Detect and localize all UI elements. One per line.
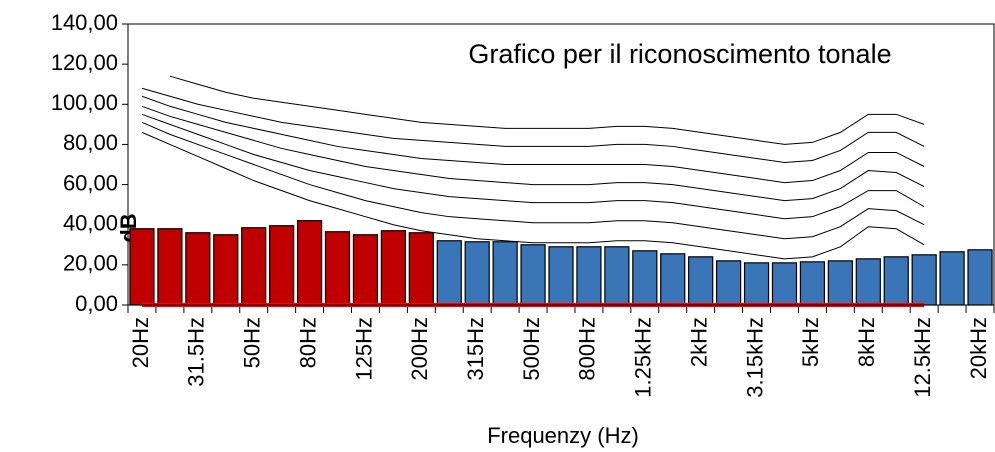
curve bbox=[141, 113, 925, 220]
bar bbox=[967, 249, 993, 306]
bar bbox=[241, 227, 267, 306]
bar bbox=[352, 234, 379, 306]
bar bbox=[213, 234, 239, 306]
bar bbox=[157, 228, 183, 306]
x-tick-label: 20kHz bbox=[966, 317, 991, 379]
curve bbox=[141, 105, 925, 202]
y-tick-label: 60,00 bbox=[63, 170, 118, 195]
x-tick-label: 1.25kHz bbox=[631, 317, 656, 398]
bar bbox=[911, 254, 937, 306]
bar bbox=[604, 246, 630, 306]
bar bbox=[883, 256, 909, 306]
y-tick-label: 100,00 bbox=[51, 90, 118, 115]
bar bbox=[771, 262, 798, 306]
x-tick-label: 5kHz bbox=[798, 317, 823, 367]
bar bbox=[660, 253, 686, 306]
bar bbox=[716, 260, 742, 306]
bar bbox=[492, 241, 518, 306]
bar bbox=[129, 228, 155, 306]
bar bbox=[185, 232, 211, 306]
x-tick-label: 315Hz bbox=[463, 317, 488, 381]
curve bbox=[141, 131, 925, 260]
y-tick-label: 120,00 bbox=[51, 50, 118, 75]
curve bbox=[169, 75, 925, 145]
bar bbox=[799, 261, 826, 306]
bar bbox=[632, 250, 658, 306]
bar bbox=[548, 246, 574, 306]
bar bbox=[269, 225, 295, 306]
bar bbox=[688, 256, 714, 306]
bar bbox=[939, 251, 965, 306]
bar bbox=[436, 240, 462, 306]
bar bbox=[296, 220, 323, 306]
bar bbox=[408, 232, 434, 306]
curve bbox=[141, 121, 925, 240]
bar bbox=[324, 231, 351, 306]
bar bbox=[855, 258, 881, 306]
x-tick-label: 500Hz bbox=[519, 317, 544, 381]
bar bbox=[464, 241, 490, 306]
bar bbox=[380, 230, 406, 306]
x-tick-label: 800Hz bbox=[575, 317, 600, 381]
bar bbox=[576, 246, 602, 306]
y-tick-label: 40,00 bbox=[63, 211, 118, 236]
x-tick-label: 50Hz bbox=[240, 317, 265, 368]
y-tick-label: 0,00 bbox=[75, 291, 118, 316]
bar bbox=[520, 244, 546, 306]
y-tick-label: 80,00 bbox=[63, 130, 118, 155]
chart-title: Grafico per il riconoscimento tonale bbox=[468, 39, 891, 69]
x-tick-label: 2kHz bbox=[686, 317, 711, 367]
x-tick-label: 125Hz bbox=[351, 317, 376, 381]
y-tick-label: 20,00 bbox=[63, 251, 118, 276]
curve bbox=[141, 95, 925, 184]
y-tick-label: 140,00 bbox=[51, 10, 118, 35]
x-tick-label: 3.15kHz bbox=[742, 317, 767, 398]
x-tick-label: 200Hz bbox=[407, 317, 432, 381]
x-tick-label: 8kHz bbox=[854, 317, 879, 367]
bar bbox=[827, 260, 853, 306]
bar bbox=[743, 262, 770, 306]
x-tick-label: 80Hz bbox=[295, 317, 320, 368]
x-tick-label: 31.5Hz bbox=[184, 317, 209, 387]
x-axis-label: Frequenzy (Hz) bbox=[487, 423, 639, 448]
curve bbox=[141, 87, 925, 163]
x-tick-label: 20Hz bbox=[128, 317, 153, 368]
x-tick-label: 12.5kHz bbox=[910, 317, 935, 398]
